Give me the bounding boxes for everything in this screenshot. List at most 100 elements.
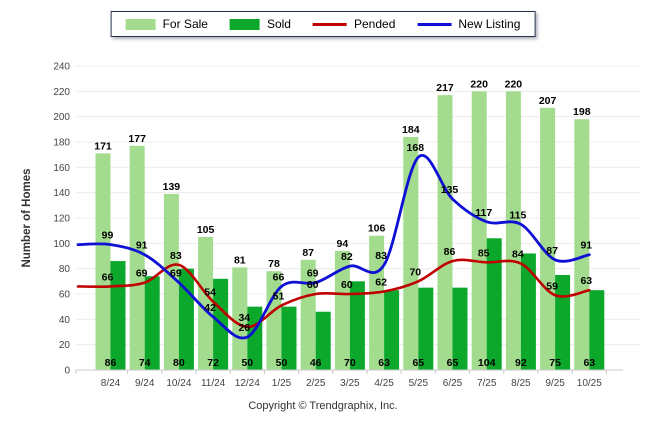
for-sale-bar <box>574 119 590 370</box>
for-sale-label: 94 <box>337 238 349 250</box>
pended-label: 59 <box>546 280 558 292</box>
for-sale-label: 217 <box>436 82 454 94</box>
sold-bar <box>349 281 365 370</box>
new-listing-label: 168 <box>407 142 425 154</box>
sold-bar <box>384 290 400 370</box>
for-sale-bar <box>232 267 248 370</box>
for-sale-bar <box>300 259 316 370</box>
x-tick-label: 11/24 <box>201 378 226 389</box>
legend-label: New Listing <box>458 17 521 31</box>
sold-bar <box>144 276 160 370</box>
x-tick-label: 6/25 <box>443 378 463 389</box>
new-listing-label: 66 <box>273 271 285 283</box>
for-sale-bar <box>540 107 556 371</box>
for-sale-label: 105 <box>197 224 215 236</box>
pended-label: 54 <box>204 287 216 299</box>
pended-label: 51 <box>273 290 285 302</box>
legend-item-for-sale: For Sale <box>125 17 208 31</box>
sold-label: 70 <box>344 357 356 369</box>
for-sale-label: 81 <box>234 254 246 266</box>
data-labels: 171 177 139 105 81 78 87 94 106 184 217 220 220 207 19… <box>94 78 595 369</box>
for-sale-bar <box>437 95 453 370</box>
new-listing-label: 87 <box>546 245 558 257</box>
pended-label: 63 <box>580 275 592 287</box>
x-tick-label: 12/24 <box>235 378 260 389</box>
sold-bar <box>315 311 331 370</box>
for-sale-bar <box>95 153 111 370</box>
sold-label: 74 <box>139 357 151 369</box>
y-tick-label: 60 <box>59 290 71 301</box>
sold-label: 65 <box>447 357 459 369</box>
y-tick-label: 140 <box>53 188 70 199</box>
sold-bar <box>452 287 468 370</box>
for-sale-bar <box>403 136 419 370</box>
new-listing-label: 99 <box>102 230 114 242</box>
for-sale-label: 177 <box>128 133 146 145</box>
y-tick-label: 240 <box>53 62 70 73</box>
sold-label: 92 <box>515 357 527 369</box>
for-sale-bar <box>505 91 521 370</box>
y-tick-label: 0 <box>64 366 70 377</box>
pended-label: 66 <box>102 271 114 283</box>
new-listing-label: 135 <box>441 184 459 196</box>
new-listing-label: 117 <box>475 207 492 219</box>
pended-label: 60 <box>307 279 319 291</box>
sold-label: 65 <box>412 357 424 369</box>
for-sale-label: 78 <box>268 258 280 270</box>
y-tick-label: 220 <box>53 87 70 98</box>
x-tick-label: 10/24 <box>166 378 191 389</box>
pended-label: 83 <box>170 250 182 262</box>
x-axis: 8/24 9/24 10/24 11/24 12/24 1/25 2/25 3/25 4/25 5… <box>75 369 623 389</box>
sold-label: 75 <box>549 357 561 369</box>
sold-bar <box>555 275 571 370</box>
for-sale-bar <box>163 193 179 370</box>
legend-label: Sold <box>266 17 291 31</box>
for-sale-label: 171 <box>94 140 112 152</box>
for-sale-label: 220 <box>505 78 523 90</box>
x-tick-label: 3/25 <box>340 378 360 389</box>
legend-label: For Sale <box>162 17 208 31</box>
chart-plot: 0 20 40 60 80 100 120 140 160 180 200 220 240 Number … <box>21 62 640 389</box>
sold-label: 63 <box>378 357 390 369</box>
sold-bar <box>110 261 126 370</box>
y-axis-title: Number of Homes <box>21 168 33 267</box>
new-listing-label: 26 <box>238 322 250 334</box>
pended-label: 86 <box>444 246 456 258</box>
pended-label: 85 <box>478 247 490 259</box>
pended-label: 84 <box>512 249 524 261</box>
for-sale-label: 106 <box>368 223 386 235</box>
y-tick-label: 160 <box>53 163 70 174</box>
sold-label: 46 <box>310 357 322 369</box>
bars <box>95 91 605 371</box>
new-listing-label: 91 <box>580 240 592 252</box>
x-tick-label: 10/25 <box>577 378 602 389</box>
for-sale-label: 184 <box>402 124 420 136</box>
sold-bar <box>281 306 297 370</box>
legend-item-pended: Pended <box>312 17 396 31</box>
legend-swatch-icon <box>125 18 156 30</box>
x-tick-label: 8/25 <box>511 378 531 389</box>
y-tick-label: 120 <box>53 214 70 225</box>
for-sale-bar <box>334 250 350 370</box>
chart-legend: For Sale Sold Pended New Listing <box>110 11 536 37</box>
legend-label: Pended <box>353 17 396 31</box>
sold-label: 80 <box>173 357 185 369</box>
x-tick-label: 4/25 <box>374 378 394 389</box>
legend-line-icon <box>312 22 347 26</box>
sold-label: 104 <box>478 357 496 369</box>
for-sale-label: 220 <box>470 78 488 90</box>
legend-line-icon <box>417 22 452 26</box>
pended-line <box>76 258 591 329</box>
x-tick-label: 2/25 <box>306 378 326 389</box>
legend-item-sold: Sold <box>229 17 291 31</box>
sold-bar <box>486 238 502 370</box>
x-tick-label: 7/25 <box>477 378 497 389</box>
x-tick-label: 9/24 <box>135 378 155 389</box>
new-listing-label: 91 <box>136 240 148 252</box>
for-sale-label: 87 <box>302 247 314 259</box>
sold-label: 50 <box>241 357 253 369</box>
for-sale-label: 198 <box>573 106 591 118</box>
new-listing-label: 83 <box>375 250 387 262</box>
y-tick-label: 200 <box>53 112 70 123</box>
